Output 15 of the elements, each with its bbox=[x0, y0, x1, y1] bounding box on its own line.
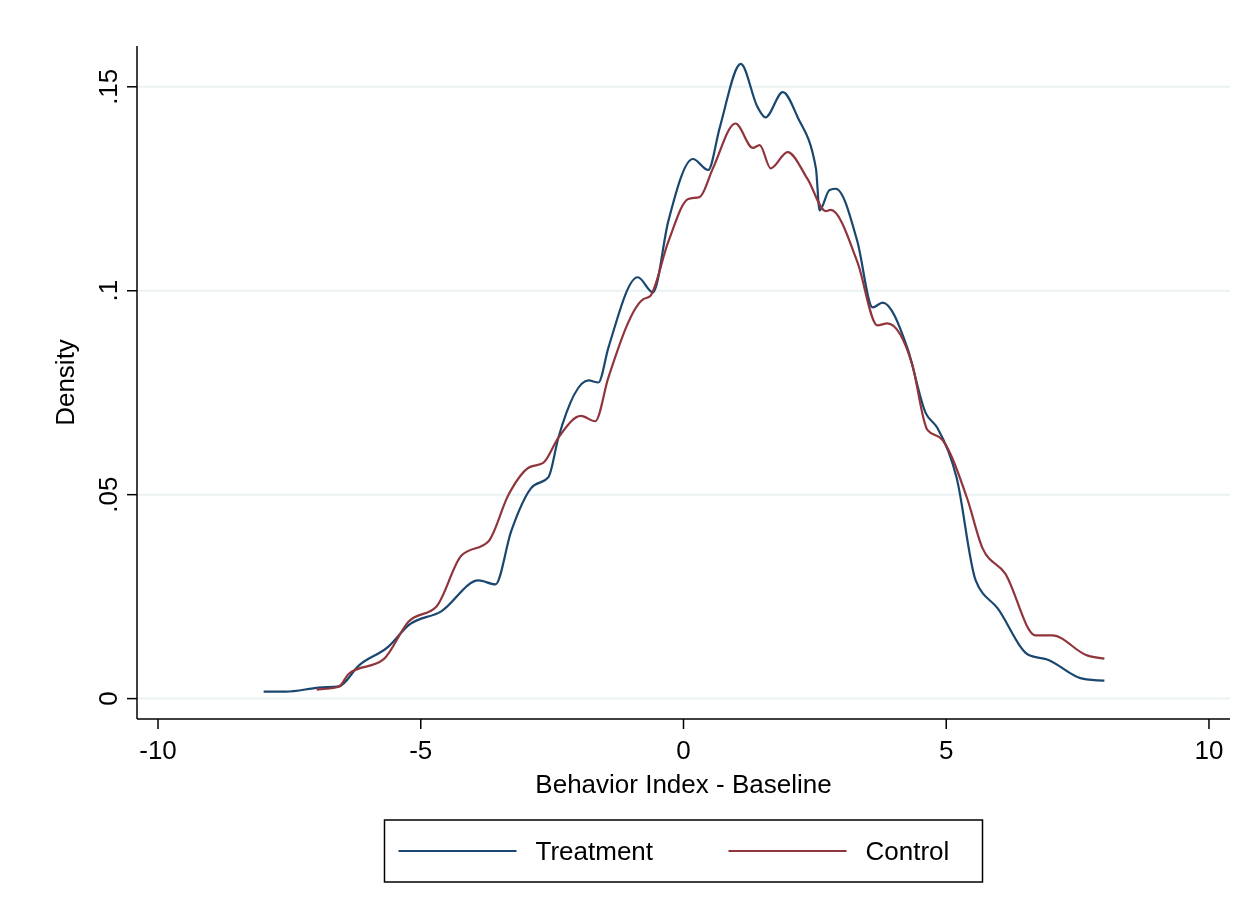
x-axis-title: Behavior Index - Baseline bbox=[535, 769, 832, 799]
legend-label: Control bbox=[865, 836, 950, 866]
line-series bbox=[262, 62, 1106, 693]
x-tick-label: 0 bbox=[676, 735, 691, 765]
y-tick-label: .1 bbox=[93, 279, 123, 302]
x-tick-label: 10 bbox=[1194, 735, 1224, 765]
y-tick-label: .15 bbox=[93, 68, 123, 105]
legend-label: Treatment bbox=[535, 836, 654, 866]
x-tick-label: -5 bbox=[409, 735, 433, 765]
y-tick-label: .05 bbox=[93, 476, 123, 513]
line-series bbox=[315, 122, 1106, 691]
y-tick-label: 0 bbox=[93, 691, 123, 706]
x-tick-label: -10 bbox=[139, 735, 177, 765]
x-tick-label: 5 bbox=[939, 735, 954, 765]
y-axis-title: Density bbox=[50, 339, 80, 426]
